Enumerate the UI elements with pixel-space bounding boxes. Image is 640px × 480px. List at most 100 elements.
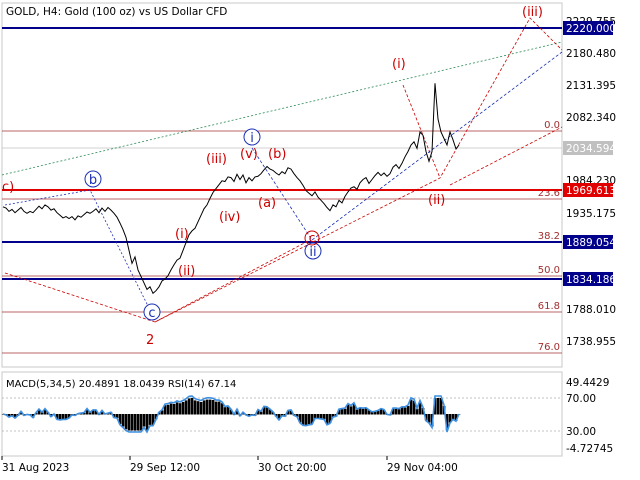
macd-bar bbox=[418, 402, 422, 415]
macd-bar bbox=[448, 414, 452, 423]
time-axis-label: 29 Sep 12:00 bbox=[130, 462, 200, 474]
macd-bar bbox=[184, 400, 188, 415]
wave-label-i-circled: i bbox=[250, 131, 254, 146]
macd-bar bbox=[187, 398, 191, 415]
rsi-line bbox=[2, 395, 460, 434]
wave-label-c-circled: c bbox=[148, 306, 155, 321]
macd-bar bbox=[223, 407, 227, 415]
wave-label-b-paren: (b) bbox=[268, 147, 286, 162]
macd-bar bbox=[451, 414, 455, 420]
macd-bar bbox=[409, 399, 413, 415]
fib-label-0: 0.0 bbox=[544, 120, 560, 131]
price-tag-2220-text: 2220.000 bbox=[566, 23, 616, 35]
macd-bar bbox=[19, 411, 23, 415]
red-wave-1-line bbox=[154, 239, 311, 323]
macd-bar bbox=[55, 414, 59, 420]
macd-bar bbox=[298, 414, 302, 423]
time-axis-label: 30 Oct 20:00 bbox=[258, 462, 326, 474]
time-axis: 31 Aug 2023 29 Sep 12:00 30 Oct 20:00 29… bbox=[1, 456, 458, 474]
wave-label-2: 2 bbox=[146, 333, 154, 348]
indicator-axis: 49.4429 70.00 30.00 -4.72745 bbox=[566, 377, 613, 455]
macd-bar bbox=[343, 408, 347, 415]
macd-bar bbox=[286, 410, 290, 415]
blue-wave-lines bbox=[4, 189, 151, 311]
macd-bar bbox=[115, 414, 119, 419]
macd-bar bbox=[277, 414, 281, 420]
price-tag-1889-text: 1889.054 bbox=[566, 237, 616, 249]
price-tag-2220 bbox=[563, 21, 613, 35]
wave-circle-c bbox=[143, 303, 161, 321]
wave-label-a-paren: (a) bbox=[258, 196, 276, 211]
macd-bar bbox=[211, 400, 215, 415]
macd-bar bbox=[202, 400, 206, 415]
macd-bar bbox=[58, 414, 62, 420]
macd-bar bbox=[325, 414, 329, 425]
macd-bar bbox=[208, 399, 212, 415]
macd-bar bbox=[310, 414, 314, 424]
wave-circle-red-c bbox=[304, 230, 320, 246]
red-projection-lower bbox=[449, 126, 563, 186]
macd-bar bbox=[304, 414, 308, 425]
macd-bar bbox=[229, 409, 233, 415]
macd-bar bbox=[124, 414, 128, 430]
macd-bar bbox=[67, 414, 71, 419]
price-tag-1969-text: 1969.613 bbox=[566, 185, 616, 197]
fib-label-50: 50.0 bbox=[538, 265, 560, 276]
price-tag-1969 bbox=[563, 183, 613, 197]
wave-label-v: (v) bbox=[240, 147, 258, 162]
wave-label-c-paren: c) bbox=[2, 180, 14, 195]
macd-bar bbox=[445, 414, 449, 431]
indicator-label: MACD(5,34,5) 20.4891 18.0439 RSI(14) 67.… bbox=[6, 379, 236, 390]
macd-bar bbox=[373, 411, 377, 415]
macd-bar bbox=[439, 398, 443, 415]
macd-bar bbox=[370, 412, 374, 415]
macd-bar bbox=[205, 399, 209, 415]
wave-circle-i bbox=[243, 128, 261, 146]
price-axis-label: 2180.480 bbox=[566, 48, 616, 60]
macd-bar bbox=[427, 414, 431, 423]
wave-labels-red-circled: c bbox=[304, 230, 320, 246]
macd-bar bbox=[301, 414, 305, 425]
fib-label-61-8: 61.8 bbox=[538, 301, 560, 312]
fib-label-76: 76.0 bbox=[538, 342, 560, 353]
macd-bar bbox=[289, 410, 293, 415]
macd-bar bbox=[220, 403, 224, 415]
macd-bar bbox=[43, 409, 47, 415]
macd-bar bbox=[193, 400, 197, 415]
wave-labels-blue: b c i ii bbox=[84, 128, 322, 321]
macd-bar bbox=[142, 414, 146, 427]
macd-bar bbox=[13, 414, 17, 419]
macd-bar bbox=[355, 409, 359, 415]
macd-bar bbox=[268, 409, 272, 415]
macd-bar bbox=[352, 404, 356, 415]
wave-circle-ii bbox=[304, 242, 322, 260]
macd-bar bbox=[397, 409, 401, 415]
macd-bar bbox=[190, 398, 194, 415]
macd-bar bbox=[133, 414, 137, 431]
macd-bar bbox=[328, 414, 332, 423]
macd-bar bbox=[433, 398, 437, 415]
macd-bar bbox=[454, 414, 458, 421]
blue-wave-ii-lines bbox=[251, 51, 563, 241]
macd-bar bbox=[265, 407, 269, 415]
macd-bar bbox=[145, 414, 149, 431]
time-axis-label: 31 Aug 2023 bbox=[2, 462, 69, 474]
macd-bar bbox=[322, 414, 326, 420]
price-axis-label: 1788.010 bbox=[566, 304, 616, 316]
macd-bar bbox=[337, 409, 341, 415]
macd-bar bbox=[196, 401, 200, 415]
macd-bar bbox=[235, 409, 239, 415]
macd-bar bbox=[118, 414, 122, 425]
chart-title: GOLD, H4: Gold (100 oz) vs US Dollar CFD bbox=[6, 6, 227, 18]
fib-labels: 0.0 23.6 38.2 50.0 61.8 76.0 bbox=[538, 120, 560, 353]
price-axis-label: 2082.340 bbox=[566, 112, 616, 124]
fib-label-23-6: 23.6 bbox=[538, 188, 560, 199]
price-tag-1834-text: 1834.186 bbox=[566, 274, 616, 286]
macd-bar bbox=[94, 410, 98, 415]
macd-bar bbox=[130, 414, 134, 431]
indicator-axis-label: 70.00 bbox=[566, 393, 596, 405]
macd-bar bbox=[61, 414, 65, 420]
price-tag-current bbox=[563, 141, 613, 155]
macd-bar bbox=[340, 409, 344, 415]
indicator-axis-label: 49.4429 bbox=[566, 377, 609, 389]
